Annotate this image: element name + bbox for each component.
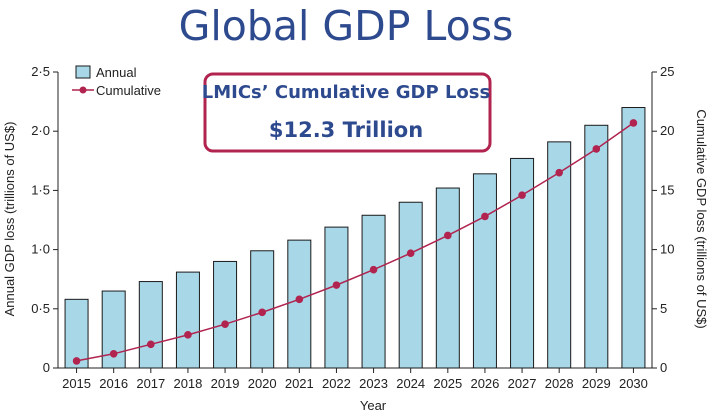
x-tick-label-2016: 2016 xyxy=(99,376,128,391)
cumulative-point-2021 xyxy=(295,295,304,304)
x-tick-label-2021: 2021 xyxy=(285,376,314,391)
bar-2018 xyxy=(175,271,200,369)
cumulative-point-2016 xyxy=(109,349,118,358)
x-tick-label-2015: 2015 xyxy=(62,376,91,391)
x-tick-label-2017: 2017 xyxy=(136,376,165,391)
x-tick-label-2018: 2018 xyxy=(173,376,202,391)
x-axis-title: Year xyxy=(360,398,387,413)
bar-2029 xyxy=(584,124,609,369)
callout-box: LMICs’ Cumulative GDP Loss $12.3 Trillio… xyxy=(202,72,492,153)
cumulative-line xyxy=(72,119,638,365)
cumulative-point-2023 xyxy=(369,265,378,274)
right-tick-label: 25 xyxy=(660,64,674,79)
x-tick-label-2019: 2019 xyxy=(211,376,240,391)
cumulative-point-2020 xyxy=(258,308,266,317)
legend-cumulative-label: Cumulative xyxy=(96,83,161,98)
cumulative-point-2022 xyxy=(332,281,341,289)
x-tick-label-2029: 2029 xyxy=(582,376,611,391)
left-tick-label: 2·5 xyxy=(31,64,50,79)
x-tick-label-2020: 2020 xyxy=(248,376,277,391)
right-tick-label: 10 xyxy=(660,242,674,257)
left-tick-label: 0 xyxy=(43,360,50,375)
cumulative-point-2028 xyxy=(555,168,563,177)
callout-border xyxy=(203,72,492,153)
cumulative-point-2015 xyxy=(72,357,81,365)
bar-2026 xyxy=(472,173,497,369)
left-tick-label: 2·0 xyxy=(31,123,50,138)
legend-annual-label: Annual xyxy=(96,65,137,80)
x-tick-label-2024: 2024 xyxy=(396,376,425,391)
cumulative-point-2030 xyxy=(629,119,638,127)
bar-2024 xyxy=(398,201,423,369)
left-axis-title: Annual GDP loss (trillions of US$) xyxy=(2,122,17,317)
x-tick-label-2025: 2025 xyxy=(433,376,462,391)
x-axis: 2015 2016 2017 2018 2019 2020 2021 2022 2023 2024… xyxy=(62,368,648,391)
bar-2025 xyxy=(435,187,460,369)
x-tick-label-2022: 2022 xyxy=(322,376,351,391)
left-tick-label: 1·5 xyxy=(31,182,50,197)
callout-value: $12.3 Trillion xyxy=(269,118,423,142)
right-axis-title: Cumulative GDP loss (trillions of US$) xyxy=(694,109,708,328)
x-tick-label-2023: 2023 xyxy=(359,376,388,391)
cumulative-polyline xyxy=(76,122,634,362)
cumulative-point-2029 xyxy=(592,145,601,153)
left-tick-label: 1·0 xyxy=(31,242,50,257)
x-tick-label-2027: 2027 xyxy=(508,376,537,391)
cumulative-point-2018 xyxy=(184,331,192,339)
x-tick-label-2028: 2028 xyxy=(545,376,574,391)
left-axis: 0 0·5 1·0 1·5 2·0 2·5 xyxy=(31,64,58,375)
chart-title: Global GDP Loss xyxy=(179,2,514,50)
right-tick-label: 20 xyxy=(660,123,674,138)
legend: Annual Cumulative xyxy=(72,65,161,98)
bar-2017 xyxy=(138,281,163,369)
bar-2022 xyxy=(324,226,349,369)
x-tick-label-2030: 2030 xyxy=(619,376,648,391)
right-tick-label: 15 xyxy=(660,182,674,197)
right-tick-label: 0 xyxy=(660,360,667,375)
cumulative-point-2017 xyxy=(147,340,155,349)
cumulative-point-2027 xyxy=(518,191,526,199)
x-tick-label-2026: 2026 xyxy=(470,376,499,391)
cumulative-point-2019 xyxy=(221,320,229,328)
bar-2019 xyxy=(213,260,238,369)
bar-2023 xyxy=(361,214,386,369)
callout-heading: LMICs’ Cumulative GDP Loss xyxy=(202,82,490,103)
legend-annual-swatch xyxy=(75,65,91,79)
bar-2021 xyxy=(287,239,312,369)
left-tick-label: 0·5 xyxy=(31,301,50,316)
bar-2030 xyxy=(621,107,646,369)
cumulative-point-2025 xyxy=(444,231,452,240)
right-tick-label: 5 xyxy=(660,301,667,316)
cumulative-point-2024 xyxy=(406,249,415,257)
cumulative-point-2026 xyxy=(481,212,489,221)
legend-cumulative-marker xyxy=(79,86,87,94)
right-axis: 0 5 10 15 20 25 xyxy=(652,64,674,375)
